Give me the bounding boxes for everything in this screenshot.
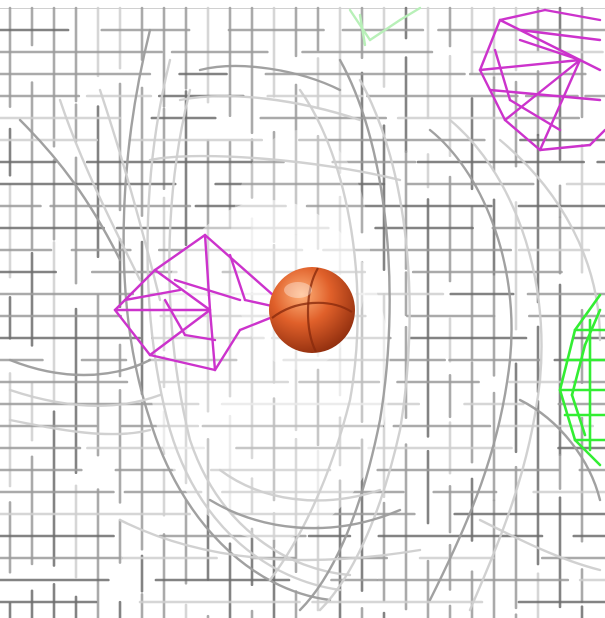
- green-mesh-line: [398, 6, 422, 22]
- magenta-mesh-line: [213, 328, 242, 372]
- magenta-mesh-line: [543, 8, 602, 22]
- mesh-contour: [218, 468, 382, 502]
- green-mesh-line: [583, 308, 602, 347]
- mesh-contour: [8, 388, 162, 407]
- ion-sphere: [269, 267, 355, 353]
- green-mesh-line: [570, 343, 587, 397]
- magenta-mesh-line: [503, 58, 582, 122]
- green-mesh-line: [368, 18, 402, 42]
- mesh-contour: [428, 128, 513, 602]
- magenta-mesh-line: [203, 233, 212, 312]
- mesh-contour: [98, 88, 162, 302]
- sphere-seam: [271, 301, 353, 319]
- sphere-seam: [306, 267, 319, 353]
- magenta-mesh-line: [228, 253, 247, 302]
- magenta-mesh-line: [163, 298, 187, 337]
- magenta-mesh-line: [478, 58, 582, 72]
- mesh-contour: [448, 118, 543, 612]
- green-density-mesh: [348, 6, 605, 467]
- magenta-mesh-line: [538, 58, 582, 152]
- magenta-mesh-line: [488, 88, 602, 102]
- magenta-mesh-line: [478, 18, 502, 72]
- magenta-mesh-line: [498, 18, 582, 62]
- magenta-mesh-line: [478, 68, 507, 122]
- mesh-contour: [498, 138, 602, 342]
- green-mesh-line: [573, 293, 602, 332]
- magenta-mesh-line: [153, 233, 207, 272]
- mesh-contour: [298, 58, 391, 612]
- mesh-contour: [148, 154, 402, 182]
- magenta-mesh-line: [508, 98, 562, 132]
- mesh-contour: [146, 58, 342, 592]
- mesh-contour: [18, 118, 122, 262]
- green-mesh-line: [358, 13, 367, 47]
- mesh-contour: [8, 358, 152, 377]
- mesh-contour: [118, 518, 422, 562]
- magenta-mesh-line: [148, 353, 217, 372]
- magenta-mesh-line: [498, 8, 547, 22]
- mesh-contour: [268, 88, 359, 582]
- mesh-contour: [478, 518, 602, 572]
- grey-density-contours: [8, 28, 602, 612]
- magenta-mesh-line: [538, 143, 592, 152]
- magenta-mesh-line: [518, 28, 602, 42]
- magenta-mesh-line: [183, 333, 217, 342]
- magenta-mesh-line: [113, 268, 157, 312]
- magenta-mesh-line: [153, 268, 212, 312]
- mesh-contour: [58, 98, 142, 282]
- mesh-contour: [178, 94, 362, 122]
- magenta-mesh-line: [588, 128, 605, 147]
- mesh-contour: [122, 28, 332, 602]
- magenta-mesh-line: [148, 308, 212, 357]
- magenta-mesh-line: [173, 278, 242, 302]
- sphere-highlight: [284, 282, 312, 298]
- magenta-density-mesh: [113, 8, 605, 372]
- top-border: [0, 8, 605, 9]
- sphere-body: [269, 267, 355, 353]
- mesh-contour: [518, 398, 602, 502]
- mesh-contour: [318, 78, 411, 612]
- green-mesh-line: [348, 8, 372, 42]
- green-mesh-line: [573, 438, 602, 467]
- mesh-contour: [8, 418, 152, 436]
- magenta-mesh-line: [113, 308, 152, 357]
- magenta-mesh-line: [518, 38, 582, 62]
- magenta-mesh-line: [503, 118, 542, 152]
- magenta-mesh-line: [578, 58, 602, 72]
- mesh-contour: [208, 498, 402, 530]
- magenta-mesh-line: [123, 288, 182, 302]
- mesh-contour: [198, 64, 342, 92]
